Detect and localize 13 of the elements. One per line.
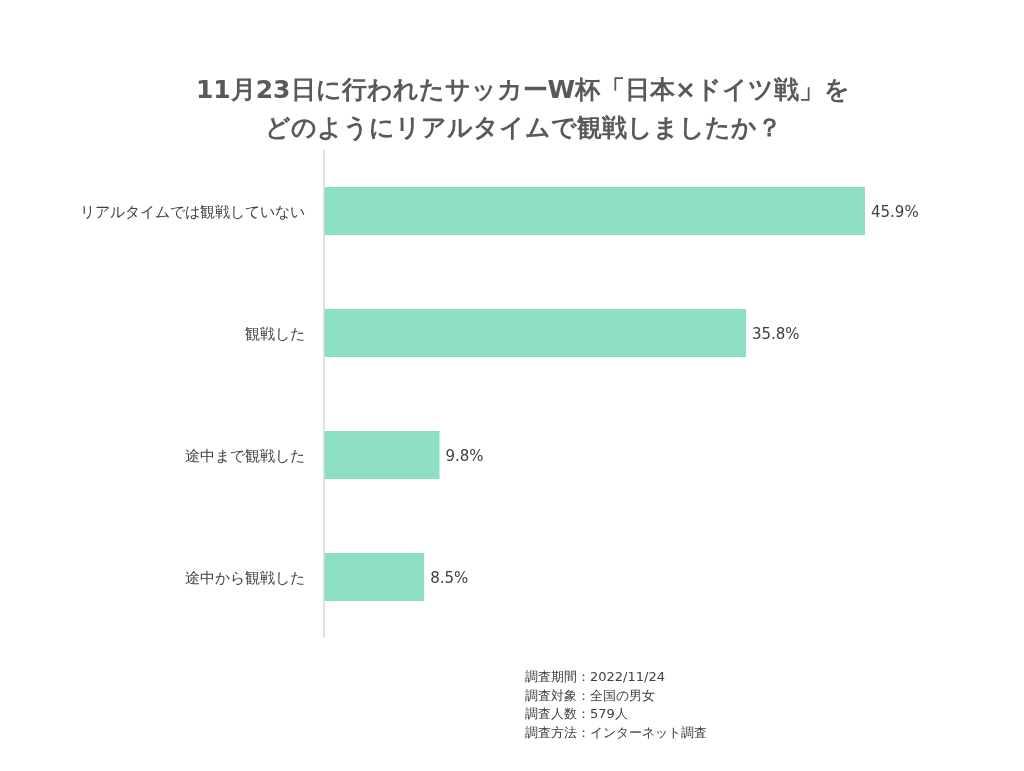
- data-label: 45.9%: [871, 203, 919, 221]
- y-tick-label: 途中から観戦した: [185, 569, 305, 587]
- y-tick-label: 途中まで観戦した: [185, 447, 305, 465]
- data-label: 35.8%: [751, 325, 800, 343]
- text: 調査期間：2022/11/24: [525, 669, 665, 684]
- title: 11月23日に行われたサッカーW杯「日本×ドイツ戦」をどのようにリアルタイムで観戦しましたか？: [195, 75, 851, 142]
- data-label: 8.5%: [430, 569, 469, 587]
- y-tick-label: リアルタイムでは観戦していない: [80, 203, 305, 221]
- data-label: 9.8%: [445, 447, 484, 465]
- text: 調査人数：579人: [525, 706, 628, 721]
- text: 調査方法：インターネット調査: [525, 724, 707, 740]
- text: 調査対象：全国の男女: [525, 687, 655, 703]
- y-tick-label: 観戦した: [245, 325, 305, 343]
